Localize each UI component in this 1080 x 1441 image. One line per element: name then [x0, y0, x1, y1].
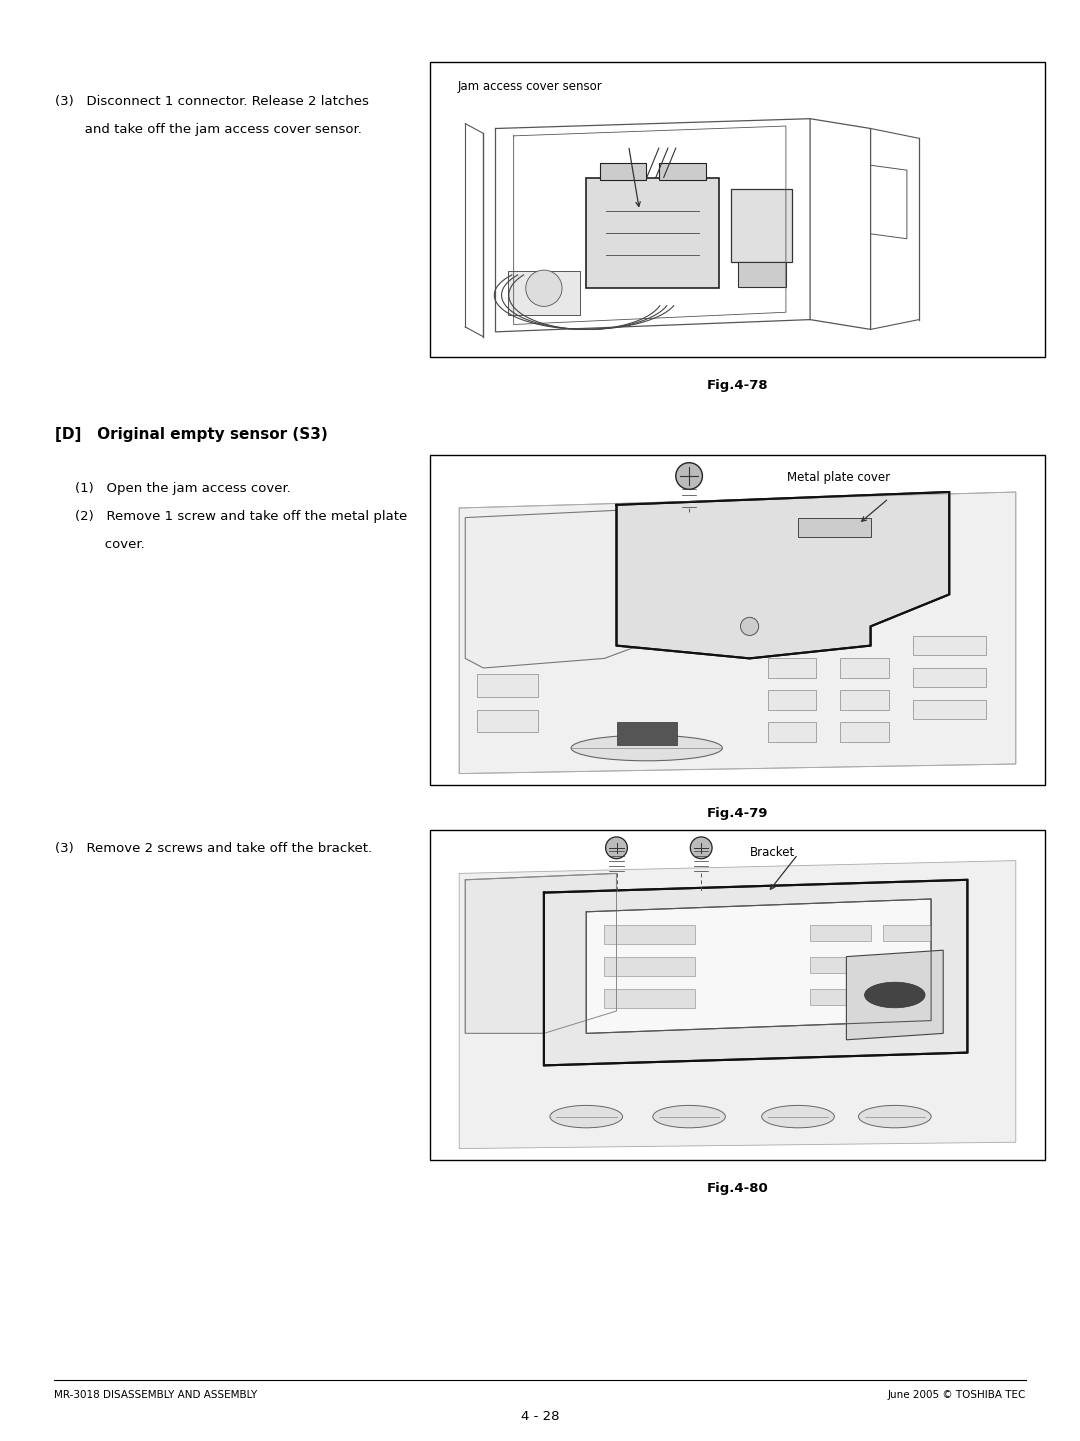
Circle shape	[741, 617, 758, 635]
Bar	[477, 635, 550, 661]
Bar	[605, 957, 696, 976]
Polygon shape	[465, 873, 617, 1033]
Bar	[605, 989, 696, 1007]
Polygon shape	[586, 899, 931, 1033]
Bar	[798, 517, 870, 537]
Ellipse shape	[859, 1105, 931, 1128]
Bar	[477, 674, 538, 697]
Text: (3)   Remove 2 screws and take off the bracket.: (3) Remove 2 screws and take off the bra…	[55, 842, 373, 855]
Bar	[599, 163, 646, 180]
Bar	[430, 62, 1045, 357]
Bar	[882, 957, 931, 973]
Text: MR-3018 DISASSEMBLY AND ASSEMBLY: MR-3018 DISASSEMBLY AND ASSEMBLY	[54, 1391, 257, 1401]
Bar	[768, 722, 816, 742]
Circle shape	[526, 269, 562, 307]
Text: Fig.4-80: Fig.4-80	[706, 1182, 768, 1195]
Text: and take off the jam access cover sensor.: and take off the jam access cover sensor…	[55, 122, 362, 135]
Bar	[430, 455, 1045, 785]
Bar	[840, 722, 889, 742]
Text: Metal plate cover: Metal plate cover	[786, 471, 890, 484]
Ellipse shape	[761, 1105, 834, 1128]
Bar	[617, 722, 677, 745]
Polygon shape	[459, 860, 1016, 1148]
Bar	[768, 690, 816, 709]
Bar	[586, 177, 719, 288]
Ellipse shape	[652, 1105, 726, 1128]
Circle shape	[676, 463, 702, 490]
Text: [D]   Original empty sensor (S3): [D] Original empty sensor (S3)	[55, 427, 327, 442]
Text: 4 - 28: 4 - 28	[521, 1409, 559, 1424]
Bar	[477, 709, 538, 732]
Ellipse shape	[865, 983, 926, 1007]
Text: (2)   Remove 1 screw and take off the metal plate: (2) Remove 1 screw and take off the meta…	[75, 510, 407, 523]
Circle shape	[606, 837, 627, 859]
Polygon shape	[544, 880, 968, 1065]
Text: Fig.4-79: Fig.4-79	[706, 807, 768, 820]
Ellipse shape	[550, 1105, 622, 1128]
Circle shape	[525, 571, 539, 585]
Polygon shape	[617, 491, 949, 659]
Polygon shape	[847, 950, 943, 1040]
Bar	[731, 189, 792, 262]
Text: Bracket: Bracket	[750, 846, 795, 859]
Bar	[430, 830, 1045, 1160]
Bar	[768, 659, 816, 677]
Text: (1)   Open the jam access cover.: (1) Open the jam access cover.	[75, 481, 291, 496]
Bar	[508, 271, 580, 314]
Polygon shape	[459, 491, 1016, 774]
Bar	[810, 957, 870, 973]
Bar	[660, 163, 706, 180]
Text: cover.: cover.	[75, 537, 145, 550]
Text: Fig.4-78: Fig.4-78	[706, 379, 768, 392]
Bar	[840, 690, 889, 709]
Bar	[882, 925, 931, 941]
Ellipse shape	[571, 735, 723, 761]
Circle shape	[690, 837, 712, 859]
Bar	[605, 925, 696, 944]
Circle shape	[500, 571, 515, 585]
Bar	[913, 700, 986, 719]
Bar	[810, 989, 870, 1004]
Bar	[913, 635, 986, 656]
Bar	[810, 925, 870, 941]
Polygon shape	[465, 509, 665, 669]
Bar	[913, 669, 986, 687]
Text: (3)   Disconnect 1 connector. Release 2 latches: (3) Disconnect 1 connector. Release 2 la…	[55, 95, 369, 108]
Text: June 2005 © TOSHIBA TEC: June 2005 © TOSHIBA TEC	[888, 1391, 1026, 1401]
Bar	[840, 659, 889, 677]
Text: Jam access cover sensor: Jam access cover sensor	[458, 81, 603, 94]
Bar	[738, 262, 786, 287]
